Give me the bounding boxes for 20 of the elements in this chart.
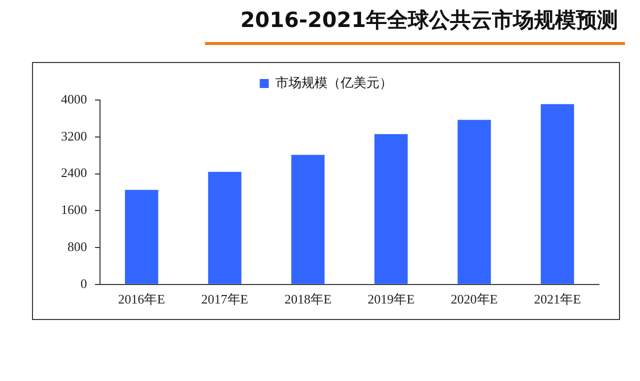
bar [374, 134, 408, 284]
x-tick-label: 2019年E [368, 292, 415, 307]
bar [540, 104, 574, 284]
y-tick-label: 800 [68, 238, 87, 254]
y-tick-label: 3200 [61, 128, 87, 144]
x-tick-label: 2020年E [450, 292, 498, 307]
x-tick-label: 2017年E [201, 292, 248, 307]
bar [458, 120, 491, 284]
x-tick-label: 2021年E [534, 292, 581, 307]
y-tick-label: 4000 [61, 91, 87, 106]
y-tick-label: 1600 [61, 202, 87, 218]
bar [124, 190, 158, 284]
x-tick-label: 2018年E [284, 292, 332, 307]
y-tick-label: 2400 [61, 165, 87, 180]
y-tick-label: 0 [80, 276, 87, 291]
legend-label: 市场规模（亿美元） [275, 74, 392, 91]
bar [208, 172, 242, 284]
x-tick-label: 2016年E [118, 292, 166, 307]
chart-title: 2016-2021年全球公共云市场规模预测 [240, 7, 618, 34]
bar [291, 154, 325, 284]
